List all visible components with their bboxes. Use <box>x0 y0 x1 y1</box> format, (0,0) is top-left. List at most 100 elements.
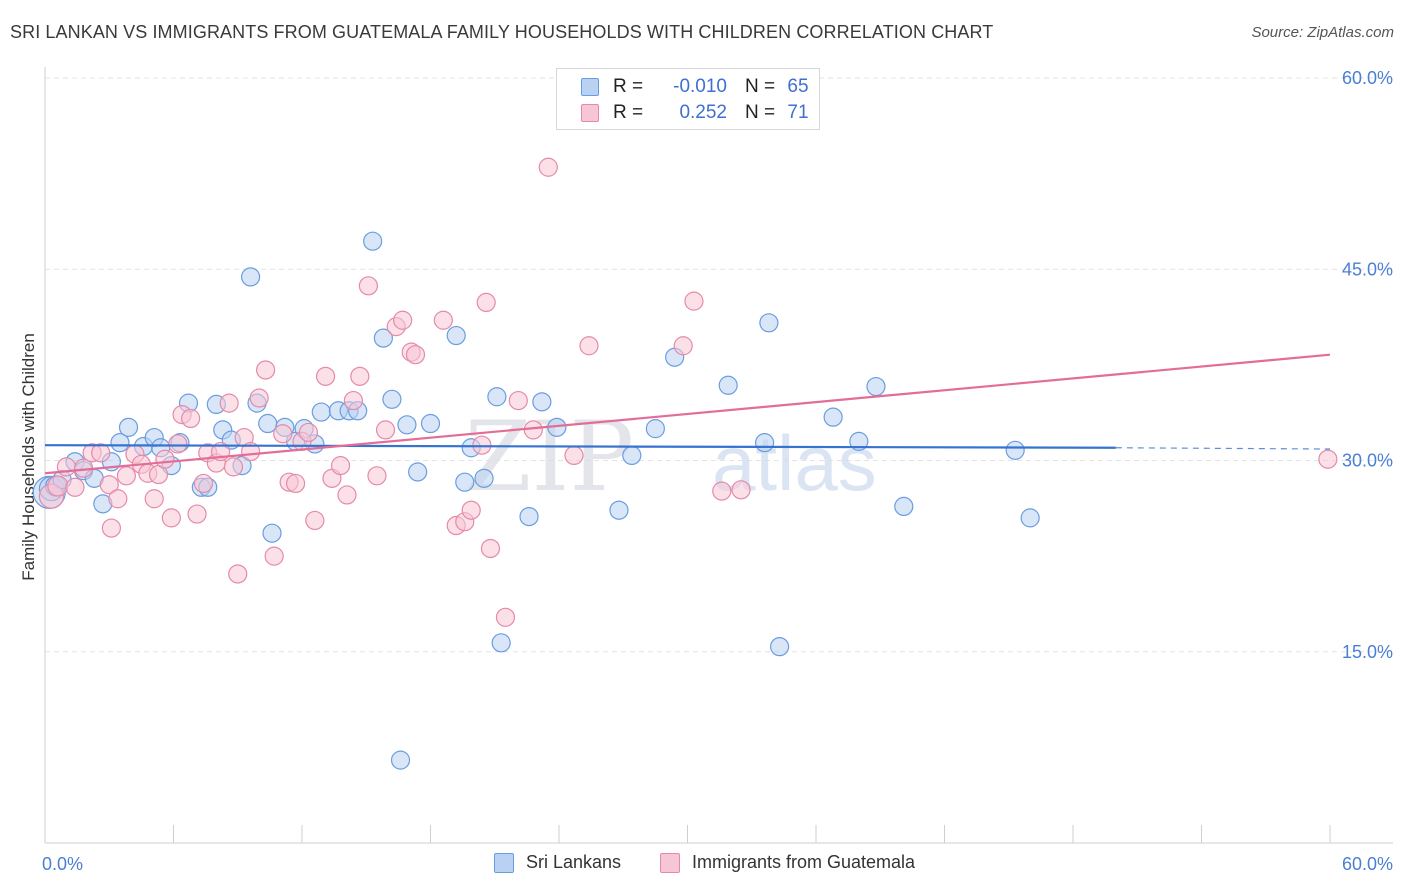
legend-row-guatemala: R = 0.252 N = 71 <box>581 101 813 125</box>
data-point <box>390 750 411 770</box>
data-point <box>47 475 69 497</box>
data-point <box>382 389 402 409</box>
data-point <box>273 424 293 444</box>
data-point <box>393 310 413 330</box>
data-point <box>108 489 128 509</box>
data-point <box>144 489 164 509</box>
data-point <box>823 407 843 427</box>
series-legend: Sri Lankans Immigrants from Guatemala <box>0 852 1406 878</box>
data-point <box>187 504 207 524</box>
data-point <box>65 477 85 497</box>
data-point <box>894 496 914 516</box>
x-tick-label: 60.0% <box>1342 854 1393 874</box>
stats-legend: R = -0.010 N = 65 R = 0.252 N = 71 <box>556 68 820 130</box>
legend-item-label: Sri Lankans <box>526 852 622 872</box>
data-point <box>375 420 396 440</box>
data-point <box>99 475 119 495</box>
legend-r-label: R = <box>613 76 644 97</box>
data-point <box>298 422 319 443</box>
data-point <box>538 157 558 177</box>
y-tick-label: 30.0% <box>1342 451 1393 471</box>
y-tick-label: 15.0% <box>1342 642 1393 662</box>
data-point <box>579 336 599 356</box>
legend-r-value: 0.252 <box>679 102 727 123</box>
legend-swatch-blue <box>581 78 599 96</box>
data-point <box>849 431 869 451</box>
data-point <box>487 387 507 407</box>
legend-item-sri-lankans[interactable]: Sri Lankans <box>494 852 621 873</box>
legend-row-sri-lankans: R = -0.010 N = 65 <box>581 75 813 99</box>
data-point <box>495 607 516 627</box>
legend-n-label: N = <box>745 76 776 97</box>
data-point <box>241 267 261 287</box>
data-point <box>305 510 325 531</box>
data-point <box>116 466 136 486</box>
legend-n-value: 71 <box>787 102 809 123</box>
legend-r-label: R = <box>613 102 644 123</box>
tick-labels: 15.0% 30.0% 45.0% 60.0% 0.0% 60.0% <box>42 68 1393 874</box>
data-point <box>673 336 693 356</box>
grid-lines <box>45 77 1393 653</box>
data-point <box>358 276 378 296</box>
x-tick-label: 0.0% <box>42 854 83 874</box>
data-point <box>523 420 543 440</box>
data-point <box>455 472 475 492</box>
data-point <box>241 441 261 462</box>
data-point <box>311 402 331 422</box>
watermark: ZIP atlas <box>465 401 877 513</box>
data-point <box>731 480 751 500</box>
data-point <box>337 485 357 505</box>
data-point <box>532 392 552 412</box>
data-point <box>181 408 201 429</box>
trend-line <box>44 353 1331 475</box>
data-point <box>769 637 790 657</box>
data-point <box>255 360 276 380</box>
data-point <box>433 310 453 330</box>
axes <box>44 67 1393 844</box>
data-point <box>1005 440 1025 460</box>
legend-n-value: 65 <box>787 76 809 97</box>
legend-n-label: N = <box>745 102 776 123</box>
data-point <box>519 506 539 527</box>
data-point <box>712 481 732 501</box>
data-point <box>264 546 284 566</box>
data-point <box>446 325 466 346</box>
data-point <box>155 449 175 469</box>
data-point <box>564 445 584 465</box>
data-point <box>684 291 704 311</box>
data-point <box>285 473 306 494</box>
y-tick-label: 45.0% <box>1342 259 1393 279</box>
data-point <box>350 366 370 386</box>
trend-lines <box>44 353 1331 475</box>
data-point <box>622 445 642 465</box>
data-point <box>110 433 130 453</box>
data-point <box>56 457 77 477</box>
data-point <box>754 433 775 453</box>
chart-title: SRI LANKAN VS IMMIGRANTS FROM GUATEMALA … <box>10 22 994 42</box>
data-point <box>759 313 779 333</box>
data-point <box>405 345 426 365</box>
data-point <box>193 473 214 494</box>
watermark-zip: ZIP <box>465 401 634 513</box>
data-point <box>330 456 351 476</box>
data-point <box>476 292 496 312</box>
data-point <box>508 390 528 411</box>
data-point <box>262 523 282 543</box>
data-point <box>1020 508 1040 528</box>
legend-swatch-pink <box>660 852 680 873</box>
data-point <box>161 508 181 528</box>
y-tick-label: 60.0% <box>1342 68 1393 88</box>
data-point <box>645 419 665 439</box>
data-point <box>480 538 501 559</box>
series-guatemala <box>38 157 1338 627</box>
legend-r-value: -0.010 <box>673 76 727 97</box>
trend-line <box>44 444 1116 449</box>
data-point <box>168 434 188 454</box>
legend-swatch-pink <box>581 104 599 122</box>
data-point <box>866 376 886 397</box>
data-point <box>408 462 428 482</box>
data-point <box>609 500 629 520</box>
data-point <box>373 328 393 348</box>
data-point <box>249 388 269 408</box>
legend-item-guatemala[interactable]: Immigrants from Guatemala <box>660 852 915 873</box>
